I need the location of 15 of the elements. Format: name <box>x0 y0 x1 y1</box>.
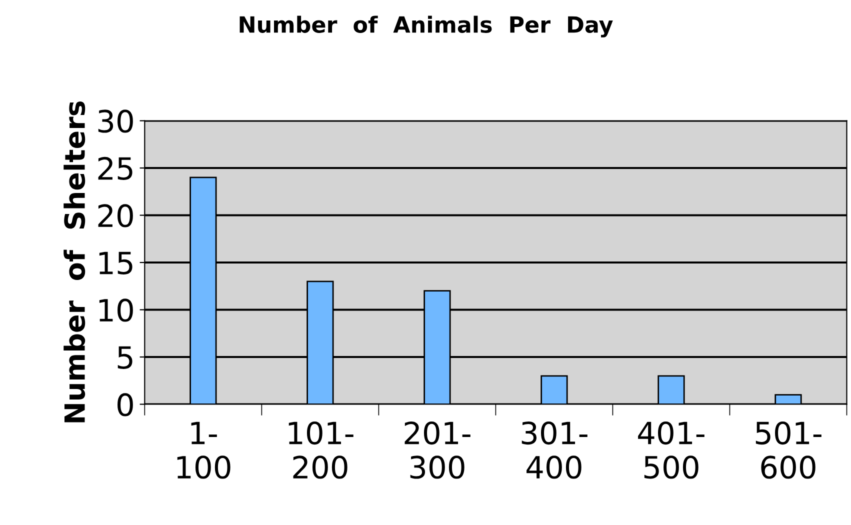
x-tick-label: 1- 100 <box>177 422 230 479</box>
y-tick-label: 0 <box>118 393 133 416</box>
x-tick-label: 401- 500 <box>638 421 704 479</box>
y-tick-label: 25 <box>98 156 132 180</box>
x-tick-label: 201- 300 <box>404 421 470 479</box>
y-tick-label: 20 <box>98 204 133 228</box>
chart-title: Number of Animals Per Day <box>240 16 613 38</box>
x-tick-label: 101- 200 <box>288 421 354 479</box>
y-tick-label: 15 <box>99 252 132 275</box>
y-tick-label: 5 <box>118 346 132 370</box>
x-tick-label: 301- 400 <box>522 421 588 479</box>
x-tick-label: 501- 600 <box>756 421 822 479</box>
y-tick-label: 10 <box>99 298 133 322</box>
y-tick-label: 30 <box>98 110 133 133</box>
y-axis-title: Number of Shelters <box>64 101 86 422</box>
